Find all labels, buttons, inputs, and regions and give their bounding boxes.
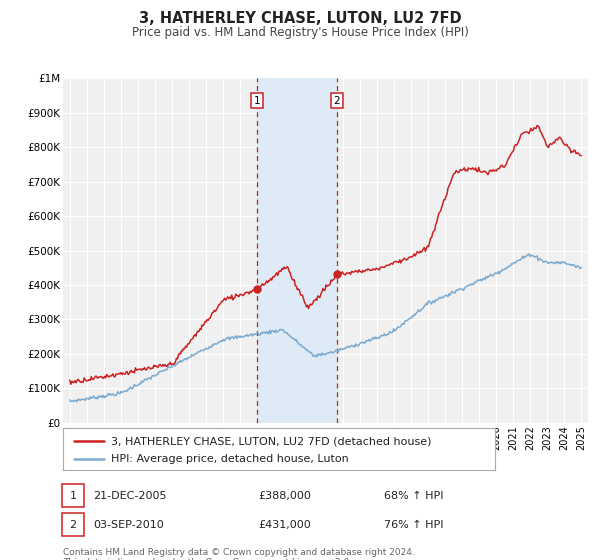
Text: 03-SEP-2010: 03-SEP-2010 — [93, 520, 164, 530]
Text: 1: 1 — [253, 96, 260, 106]
Text: 68% ↑ HPI: 68% ↑ HPI — [384, 491, 443, 501]
Text: £388,000: £388,000 — [258, 491, 311, 501]
Text: HPI: Average price, detached house, Luton: HPI: Average price, detached house, Luto… — [110, 455, 348, 464]
Text: 3, HATHERLEY CHASE, LUTON, LU2 7FD: 3, HATHERLEY CHASE, LUTON, LU2 7FD — [139, 11, 461, 26]
Text: 1: 1 — [70, 491, 76, 501]
Text: Contains HM Land Registry data © Crown copyright and database right 2024.
This d: Contains HM Land Registry data © Crown c… — [63, 548, 415, 560]
Bar — [257, 78, 337, 423]
Text: 21-DEC-2005: 21-DEC-2005 — [93, 491, 167, 501]
Text: Price paid vs. HM Land Registry's House Price Index (HPI): Price paid vs. HM Land Registry's House … — [131, 26, 469, 39]
Text: £431,000: £431,000 — [258, 520, 311, 530]
Text: 2: 2 — [70, 520, 76, 530]
Text: 76% ↑ HPI: 76% ↑ HPI — [384, 520, 443, 530]
Text: 3, HATHERLEY CHASE, LUTON, LU2 7FD (detached house): 3, HATHERLEY CHASE, LUTON, LU2 7FD (deta… — [110, 436, 431, 446]
Text: 2: 2 — [334, 96, 340, 106]
